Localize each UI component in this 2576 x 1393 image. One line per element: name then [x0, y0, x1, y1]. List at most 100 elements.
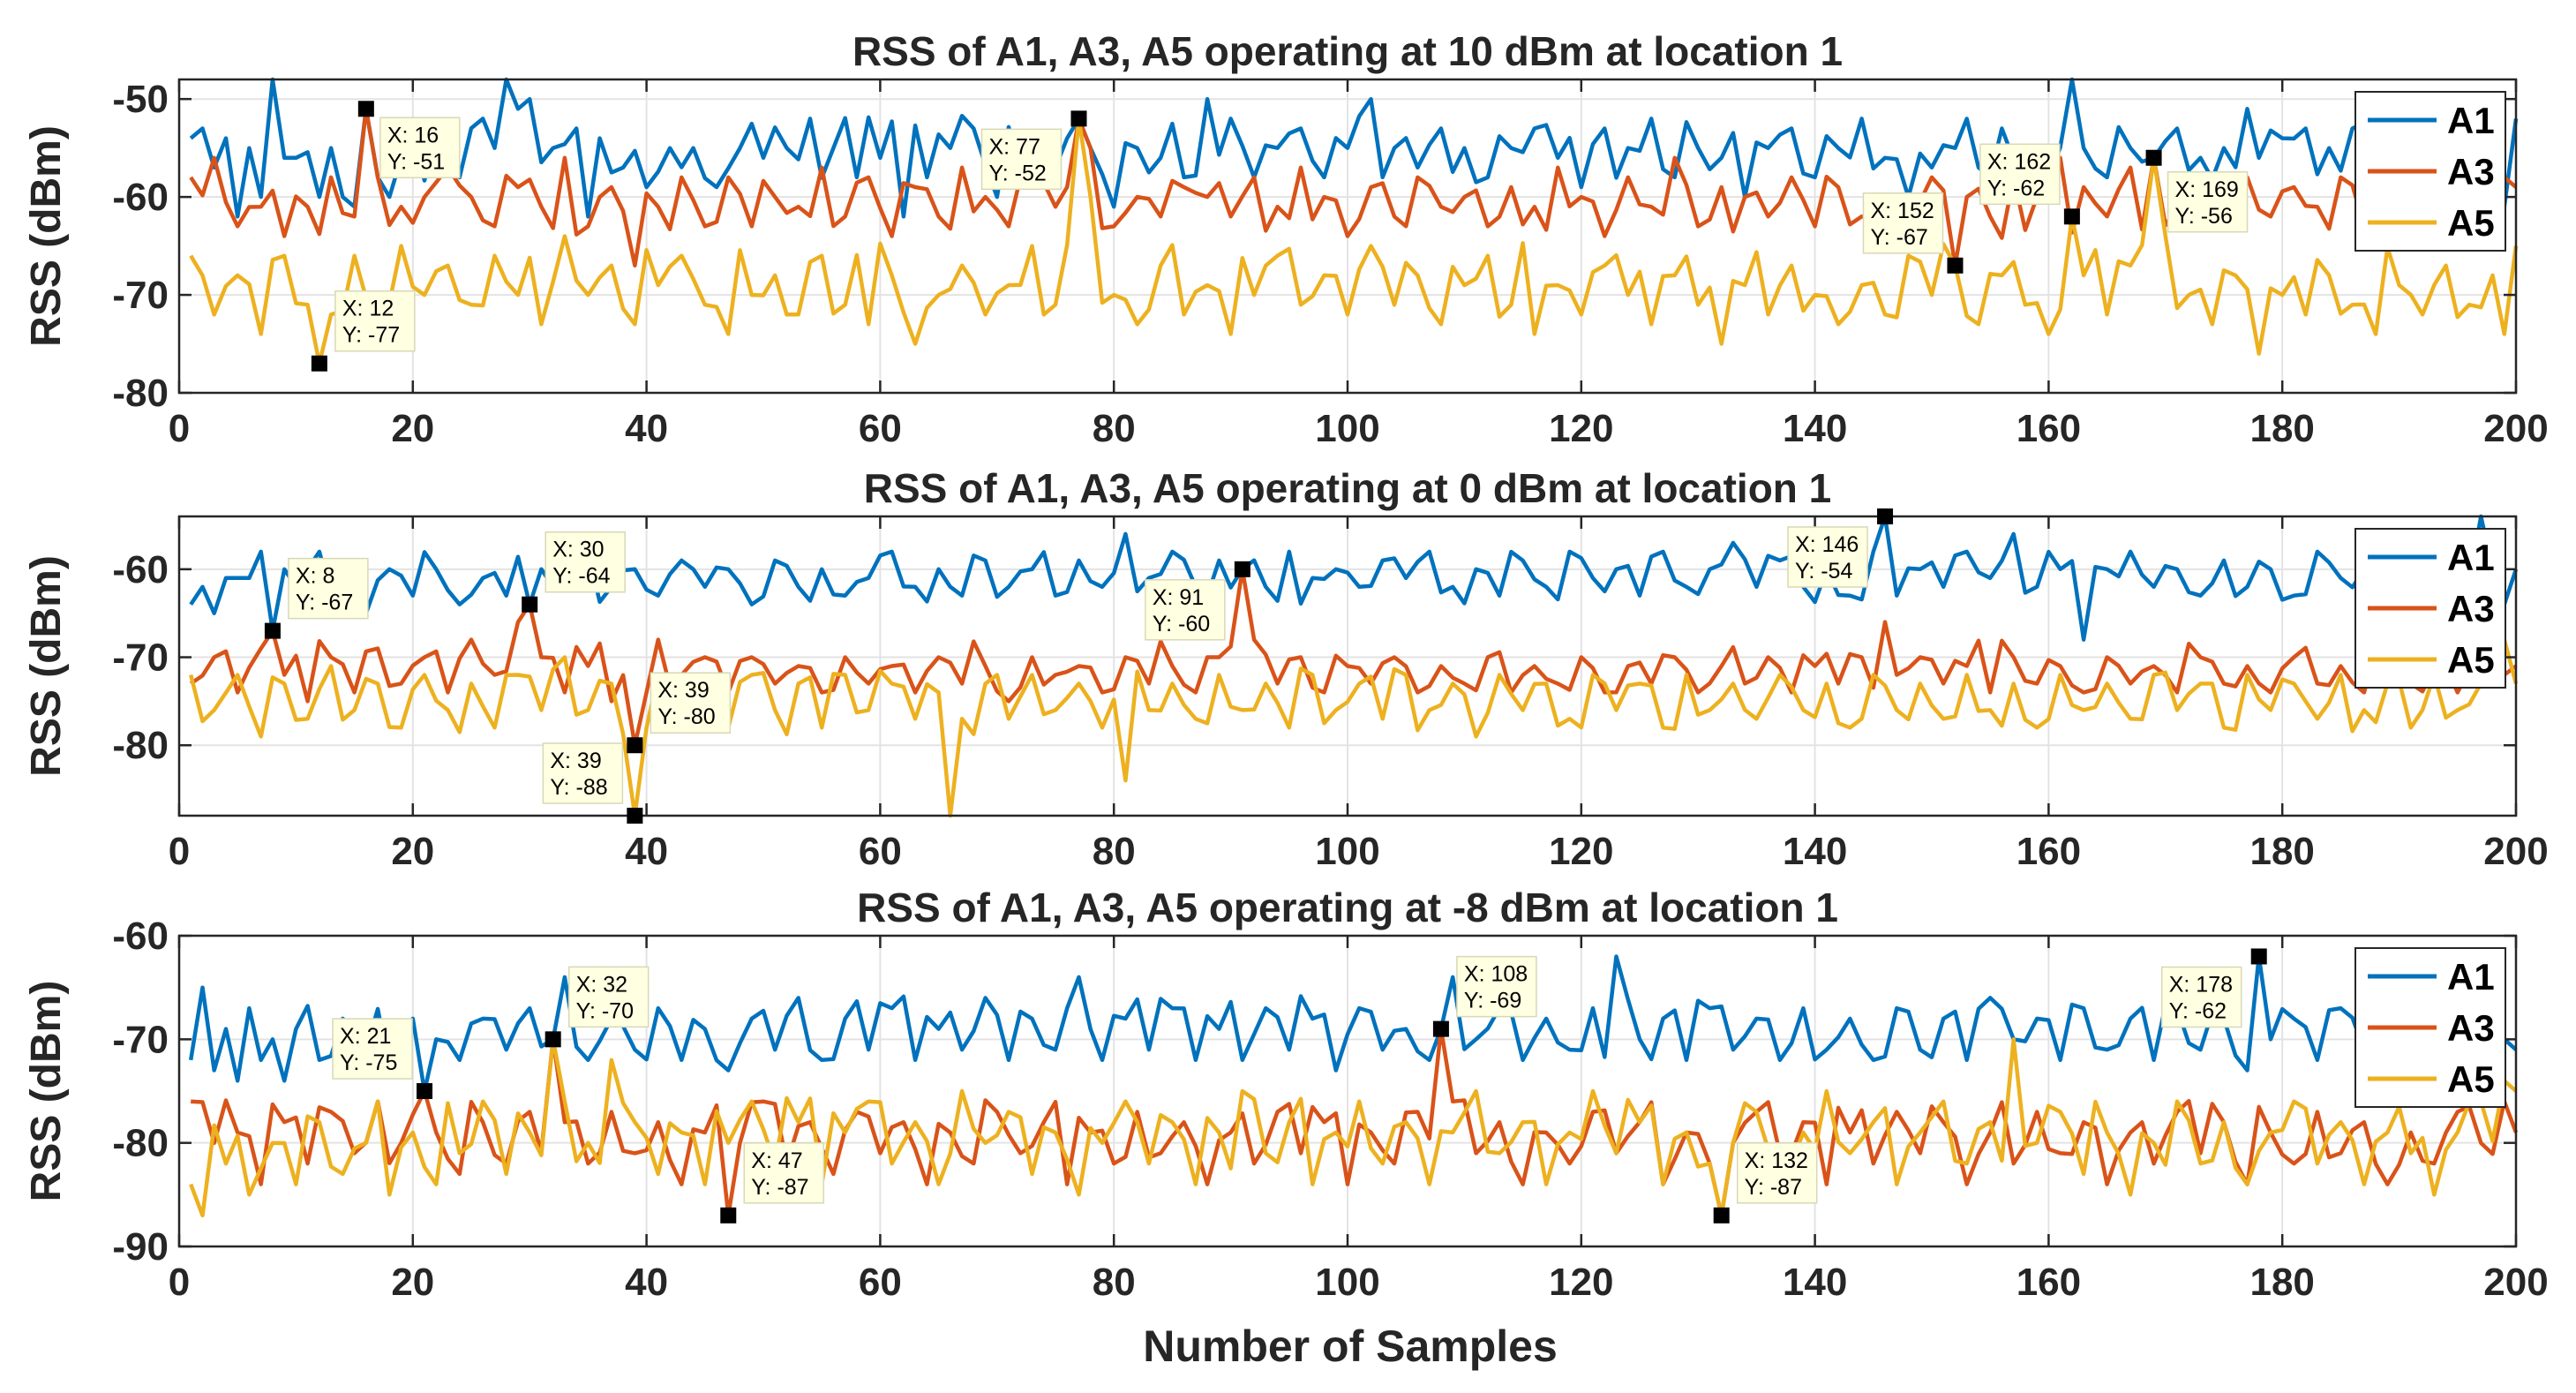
x-tick-label: 140	[1783, 830, 1847, 873]
datatip-y-label: Y: -87	[751, 1175, 808, 1200]
datatip[interactable]: X: 30Y: -64	[522, 531, 626, 613]
x-tick-label: 40	[625, 1261, 668, 1304]
datatip[interactable]: X: 8Y: -67	[264, 557, 369, 639]
datatip-marker[interactable]	[2063, 208, 2080, 225]
series-line-a1	[189, 77, 2519, 219]
datatip-marker[interactable]	[627, 808, 643, 824]
datatip-marker[interactable]	[1070, 110, 1087, 127]
datatip-marker[interactable]	[2250, 948, 2267, 965]
datatip-x-label: X: 162	[1987, 149, 2051, 174]
datatip-marker[interactable]	[2145, 149, 2162, 166]
datatip[interactable]: X: 91Y: -60	[1145, 561, 1250, 641]
datatip-box	[743, 1142, 825, 1204]
datatip-x-label: X: 39	[550, 749, 601, 773]
datatip-box	[2167, 171, 2249, 233]
datatip-marker[interactable]	[1713, 1207, 1730, 1224]
datatip-marker[interactable]	[264, 622, 281, 639]
datatip-y-label: Y: -80	[657, 704, 715, 729]
datatip[interactable]: X: 39Y: -80	[627, 672, 732, 754]
datatip-x-label: X: 8	[296, 564, 334, 589]
y-axis-label: RSS (dBm)	[23, 981, 70, 1202]
x-tick-label: 60	[859, 407, 902, 450]
datatip-y-label: Y: -56	[2175, 204, 2233, 229]
x-tick-label: 200	[2483, 1261, 2548, 1304]
datatip-y-label: Y: -69	[1464, 989, 1521, 1013]
datatip-x-label: X: 108	[1464, 962, 1528, 987]
legend-label-a3: A3	[2447, 1007, 2495, 1049]
legend-label-a5: A5	[2447, 202, 2495, 244]
x-tick-label: 180	[2249, 830, 2314, 873]
legend: A1 A3 A5	[2354, 528, 2506, 689]
x-tick-label: 40	[625, 407, 668, 450]
legend-label-a1: A1	[2447, 100, 2495, 141]
x-tick-label: 120	[1549, 1261, 1613, 1304]
datatip-y-label: Y: -77	[342, 323, 400, 348]
legend-label-a1: A1	[2447, 537, 2495, 578]
datatip-x-label: X: 152	[1870, 199, 1934, 223]
series-line-a5	[189, 637, 2519, 818]
datatip-x-label: X: 77	[988, 134, 1040, 159]
datatip-box	[567, 966, 650, 1028]
chart-panel-3: 0 20 40 60 80 100 120 140 160 180 200 -60 -70 -80 -90 R…	[23, 885, 2549, 1304]
datatip-box	[1787, 526, 1868, 588]
datatip[interactable]: X: 77Y: -52	[980, 110, 1087, 191]
x-tick-label: 0	[169, 407, 190, 450]
datatip-marker[interactable]	[522, 596, 538, 613]
series-line-a5	[189, 1037, 2518, 1218]
chart-title: RSS of A1, A3, A5 operating at -8 dBm at…	[857, 885, 1838, 930]
datatip[interactable]: X: 47Y: -87	[720, 1142, 825, 1224]
y-tick-label: -60	[112, 548, 169, 591]
y-tick-label: -80	[112, 1122, 169, 1165]
x-tick-label: 100	[1315, 1261, 1379, 1304]
datatip-box	[980, 128, 1063, 191]
datatip-y-label: Y: -87	[1745, 1175, 1802, 1200]
datatip-marker[interactable]	[544, 1031, 561, 1048]
datatip-marker[interactable]	[1234, 561, 1250, 577]
x-tick-label: 140	[1783, 1261, 1847, 1304]
x-tick-label: 140	[1783, 407, 1847, 450]
datatip[interactable]: X: 16Y: -51	[357, 101, 461, 179]
datatip[interactable]: X: 32Y: -70	[544, 966, 650, 1048]
datatip[interactable]: X: 39Y: -88	[542, 742, 643, 824]
datatip-marker[interactable]	[311, 355, 327, 372]
series-line-a1	[189, 514, 2519, 642]
datatip-x-label: X: 47	[751, 1148, 802, 1173]
datatip-x-label: X: 178	[2169, 972, 2233, 997]
datatip-marker[interactable]	[357, 101, 374, 117]
y-tick-label: -70	[112, 636, 169, 680]
x-tick-label: 160	[2016, 830, 2081, 873]
y-axis-label: RSS (dBm)	[23, 125, 70, 347]
chart-panel-2: 0 20 40 60 80 100 120 140 160 180 200 -60 -70 -80 RSS …	[23, 465, 2549, 873]
datatip-y-label: Y: -60	[1153, 612, 1210, 636]
datatip-x-label: X: 16	[387, 123, 439, 147]
y-tick-label: -80	[112, 724, 169, 767]
datatip-marker[interactable]	[720, 1207, 737, 1224]
y-tick-label: -50	[112, 78, 169, 121]
datatip[interactable]: X: 21Y: -75	[332, 1018, 433, 1099]
datatip-marker[interactable]	[627, 737, 643, 754]
x-tick-label: 20	[391, 830, 434, 873]
x-tick-label: 180	[2249, 407, 2314, 450]
datatip-y-label: Y: -75	[340, 1050, 397, 1075]
datatip-marker[interactable]	[1877, 508, 1894, 524]
x-tick-label: 100	[1315, 407, 1379, 450]
datatip-box	[1979, 143, 2061, 206]
datatip-x-label: X: 12	[342, 297, 394, 321]
series-line-a3	[191, 1027, 2519, 1218]
x-axis-label: Number of Samples	[1143, 1321, 1558, 1371]
datatip[interactable]: X: 12Y: -77	[311, 290, 416, 372]
datatip-box	[2160, 966, 2242, 1028]
x-tick-label: 120	[1549, 407, 1613, 450]
datatip-marker[interactable]	[1432, 1020, 1449, 1037]
datatip-marker[interactable]	[417, 1083, 433, 1099]
datatip-box	[1456, 955, 1537, 1018]
datatip-marker[interactable]	[1947, 257, 1964, 274]
